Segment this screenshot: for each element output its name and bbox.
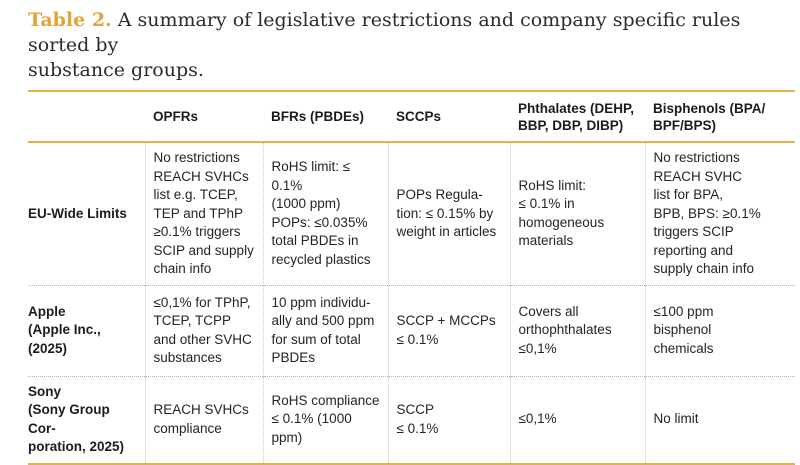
cell-sony-sccps: SCCP ≤ 0.1% bbox=[387, 375, 510, 464]
cell-eu-phthalates: RoHS limit: ≤ 0.1% in homogeneous materi… bbox=[509, 141, 645, 285]
column-header-opfrs: OPFRs bbox=[145, 91, 263, 143]
row-header-sony: Sony (Sony Group Cor- poration, 2025) bbox=[28, 375, 145, 464]
row-header-eu-wide-limits: EU-Wide Limits bbox=[28, 141, 145, 285]
cell-eu-opfrs: No restrictions REACH SVHCs list e.g. TC… bbox=[144, 141, 263, 285]
cell-apple-opfrs: ≤0,1% for TPhP, TCEP, TCPP and other SVH… bbox=[144, 284, 263, 376]
cell-apple-bfrs: 10 ppm individu- ally and 500 ppm for su… bbox=[262, 284, 388, 376]
column-header-bisphenols: Bisphenols (BPA/ BPF/BPS) bbox=[645, 91, 795, 143]
cell-apple-bisphenols: ≤100 ppm bisphenol chemicals bbox=[644, 284, 795, 376]
table-row-apple: Apple (Apple Inc., (2025) ≤0,1% for TPhP… bbox=[28, 284, 795, 376]
cell-apple-phthalates: Covers all orthophthalates ≤0,1% bbox=[509, 284, 645, 376]
cell-eu-sccps: POPs Regula- tion: ≤ 0.15% by weight in … bbox=[387, 141, 510, 285]
cell-sony-opfrs: REACH SVHCs compliance bbox=[144, 375, 263, 464]
table-header-row: OPFRs BFRs (PBDEs) SCCPs Phthalates (DEH… bbox=[28, 91, 795, 143]
cell-sony-phthalates: ≤0,1% bbox=[509, 375, 645, 464]
restrictions-summary-table: OPFRs BFRs (PBDEs) SCCPs Phthalates (DEH… bbox=[28, 90, 795, 465]
table-caption-label: Table 2. bbox=[28, 9, 112, 31]
row-header-apple: Apple (Apple Inc., (2025) bbox=[28, 284, 145, 376]
table-row-sony: Sony (Sony Group Cor- poration, 2025) RE… bbox=[28, 375, 795, 464]
table-caption: Table 2. A summary of legislative restri… bbox=[28, 8, 795, 83]
column-header-phthalates: Phthalates (DEHP, BBP, DBP, DIBP) bbox=[510, 91, 645, 143]
cell-eu-bfrs: RoHS limit: ≤ 0.1% (1000 ppm) POPs: ≤0.0… bbox=[262, 141, 388, 285]
table-row-eu-wide-limits: EU-Wide Limits No restrictions REACH SVH… bbox=[28, 141, 795, 285]
cell-apple-sccps: SCCP + MCCPs ≤ 0.1% bbox=[387, 284, 510, 376]
column-header-bfrs: BFRs (PBDEs) bbox=[263, 91, 388, 143]
corner-cell bbox=[28, 91, 145, 143]
cell-sony-bfrs: RoHS compliance ≤ 0.1% (1000 ppm) bbox=[262, 375, 388, 464]
cell-sony-bisphenols: No limit bbox=[644, 375, 795, 464]
cell-eu-bisphenols: No restrictions REACH SVHC list for BPA,… bbox=[644, 141, 795, 285]
table-caption-text: A summary of legislative restrictions an… bbox=[28, 9, 741, 81]
column-header-sccps: SCCPs bbox=[388, 91, 510, 143]
